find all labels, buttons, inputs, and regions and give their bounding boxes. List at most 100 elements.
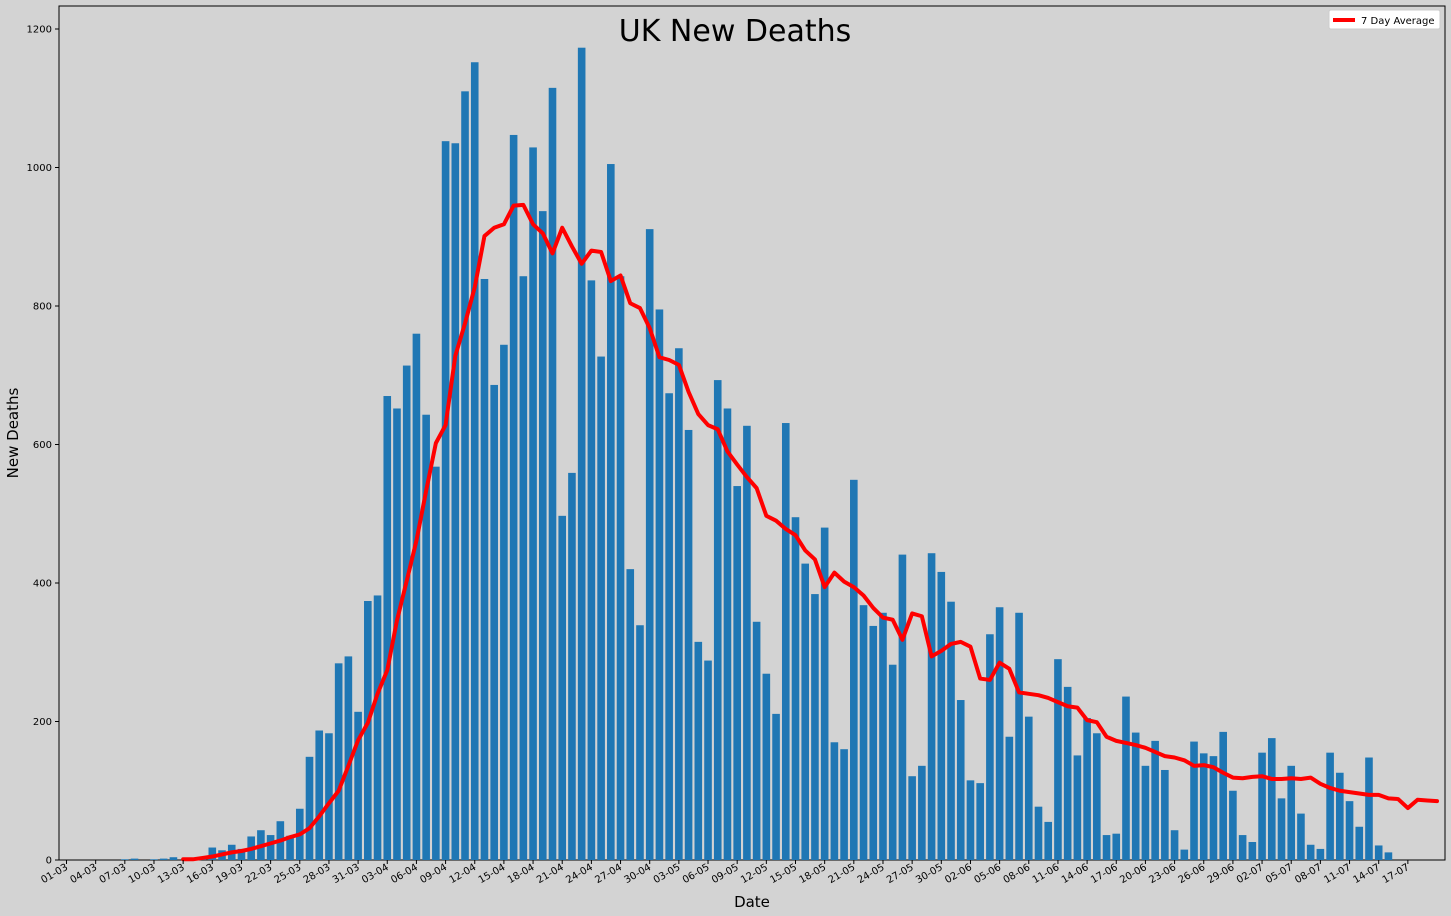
bar [130,858,139,860]
bar [519,276,528,861]
bar [568,472,576,860]
bar [859,605,868,860]
bar [432,466,440,860]
bar [1248,842,1257,860]
bar [1297,813,1305,860]
bar [500,344,508,860]
y-axis: 0 200 400 600 800 1000 1200 [27,25,59,867]
bar [1306,844,1315,860]
x-tick-label: 07-03 [98,862,129,886]
bar [383,396,392,860]
bar [655,309,664,861]
bar [1355,826,1364,860]
x-tick-label: 23-06 [1147,862,1178,886]
bar [888,664,897,860]
x-tick-label: 15-04 [477,862,508,886]
x-tick-label: 14-07 [1352,862,1383,886]
bar [393,408,401,860]
x-tick-label: 31-03 [331,862,362,886]
bar [830,742,839,860]
bar [791,517,800,860]
bar [626,569,635,860]
bar [470,62,479,861]
bar [1229,790,1237,860]
x-axis: 01-0304-0307-0310-0313-0316-0319-0322-03… [39,860,1411,886]
y-tick-label: 200 [33,717,52,728]
bar [1170,830,1179,860]
bar [723,408,732,860]
y-tick-label: 1000 [27,163,52,174]
bar [665,393,673,860]
bar [597,356,605,860]
bar [305,756,314,860]
x-tick-label: 13-03 [156,862,187,886]
bar [1199,753,1208,860]
x-tick-label: 16-03 [185,862,216,886]
x-tick-label: 08-06 [1002,862,1033,886]
x-tick-label: 18-05 [797,862,828,886]
bar [772,713,780,860]
bar [538,211,547,860]
y-tick-label: 400 [33,579,52,590]
x-tick-label: 09-05 [710,862,741,886]
plot-area [58,5,1446,861]
x-tick-label: 01-03 [39,862,70,886]
x-tick-label: 27-04 [593,862,624,886]
y-tick-label: 1200 [27,25,52,36]
bar [1180,849,1189,860]
x-tick-label: 17-07 [1381,862,1412,886]
bar [1005,736,1014,860]
x-tick-label: 03-05 [652,862,683,886]
bar [607,164,615,861]
legend-label: 7 Day Average [1361,16,1435,27]
bar [713,380,722,860]
bar [927,553,936,860]
bar [850,479,858,860]
x-tick-label: 11-06 [1031,862,1062,886]
bar [169,857,178,860]
x-tick-label: 24-04 [564,862,595,886]
x-tick-label: 17-06 [1089,862,1120,886]
bar [558,515,567,860]
bar [966,780,975,860]
bar [159,858,168,860]
bar [976,783,984,860]
bar [645,229,654,860]
bar [743,425,751,860]
bar [995,607,1004,860]
bar [947,601,955,860]
bar [266,835,275,860]
bar [1316,848,1325,860]
bar [733,486,741,860]
x-tick-label: 03-04 [360,862,391,886]
x-tick-label: 21-05 [827,862,858,886]
x-tick-label: 25-03 [273,862,304,886]
x-tick-label: 20-06 [1118,862,1149,886]
bar [1238,835,1247,860]
x-tick-label: 06-04 [389,862,420,886]
bar [509,134,518,860]
bar [820,527,829,860]
bar [781,423,790,860]
bar [364,601,372,860]
bar [1190,741,1198,860]
x-tick-label: 29-06 [1206,862,1237,886]
bar [1141,765,1150,860]
bar [315,730,324,860]
bar [237,848,246,860]
bar [1112,833,1121,860]
bar [441,141,450,860]
bar [121,859,129,860]
x-tick-label: 28-03 [302,862,333,886]
bar [986,634,994,860]
bar [869,625,878,860]
x-tick-label: 02-07 [1235,862,1266,886]
x-tick-label: 05-07 [1264,862,1295,886]
x-tick-label: 22-03 [243,862,274,886]
x-tick-label: 30-05 [914,862,945,886]
bar [1015,612,1023,860]
bar [1258,752,1266,860]
bar [898,554,907,860]
bar [1209,756,1218,861]
